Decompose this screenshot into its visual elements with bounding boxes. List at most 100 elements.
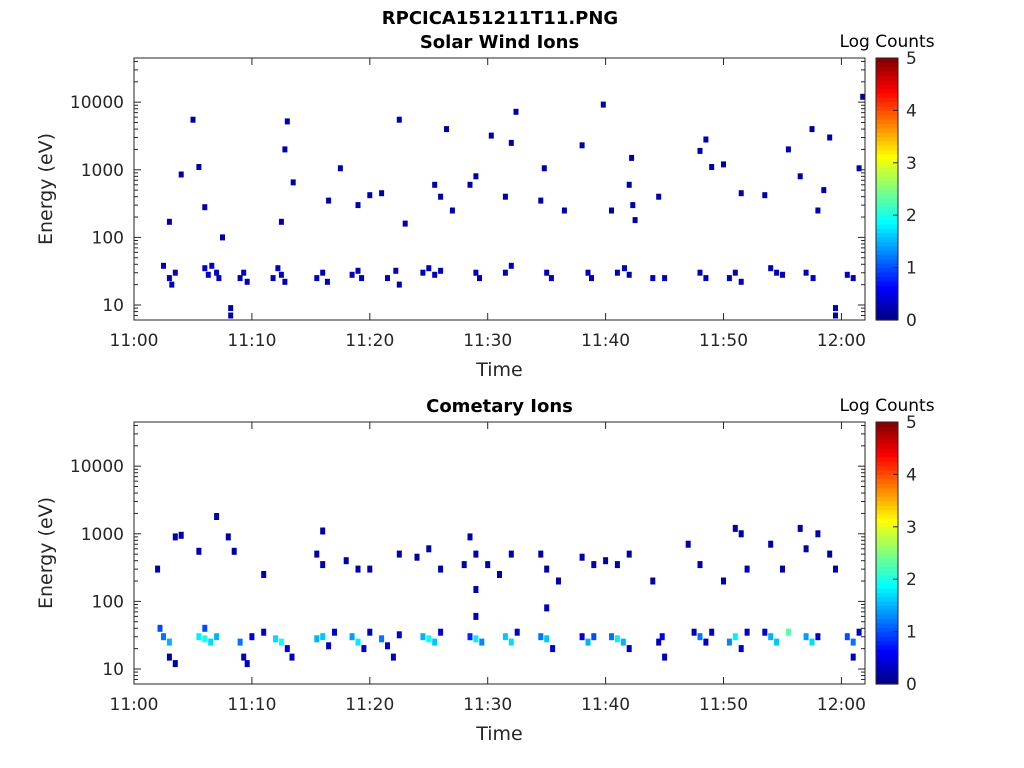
- x-tick-label: 11:30: [463, 331, 512, 351]
- data-cell: [809, 638, 815, 646]
- data-cell: [166, 653, 172, 661]
- data-cell: [289, 653, 295, 661]
- colorbar-tick-label: 2: [906, 206, 917, 226]
- colorbar-segment: [876, 263, 898, 269]
- data-cell: [275, 265, 281, 272]
- colorbar-segment: [876, 154, 898, 160]
- data-cell: [650, 275, 656, 282]
- colorbar-segment: [876, 570, 898, 576]
- data-cell: [241, 653, 247, 661]
- data-cell: [479, 638, 485, 646]
- x-tick-label: 11:30: [463, 695, 512, 715]
- data-cell: [591, 561, 597, 569]
- colorbar-segment: [876, 491, 898, 497]
- data-cell: [514, 628, 520, 636]
- data-cell: [155, 565, 161, 573]
- colorbar-segment: [876, 553, 898, 558]
- data-cell: [697, 561, 703, 569]
- data-cell: [697, 269, 703, 276]
- data-cell: [502, 193, 508, 200]
- data-cell: [467, 633, 473, 641]
- data-cell: [420, 269, 426, 276]
- colorbar-tick-label: 0: [906, 311, 917, 331]
- data-cell: [402, 220, 408, 227]
- data-cell: [249, 633, 255, 641]
- colorbar-segment: [876, 245, 898, 251]
- data-cell: [261, 628, 267, 636]
- data-cell: [367, 628, 373, 636]
- colorbar-segment: [876, 470, 898, 475]
- data-cell: [461, 561, 467, 569]
- colorbar-segment: [876, 127, 898, 133]
- colorbar-segment: [876, 58, 898, 63]
- data-cell: [228, 305, 234, 312]
- data-cell: [809, 126, 815, 133]
- data-cell: [544, 269, 550, 276]
- colorbar-segment: [876, 566, 898, 572]
- data-cell: [656, 193, 662, 200]
- colorbar-segment: [876, 426, 898, 432]
- data-cell: [709, 164, 715, 170]
- colorbar-segment: [876, 653, 898, 659]
- data-cell: [237, 638, 243, 646]
- data-cell: [774, 269, 780, 276]
- colorbar-segment: [876, 649, 898, 655]
- data-cell: [815, 633, 821, 641]
- colorbar-segment: [876, 302, 898, 308]
- colorbar-segment: [876, 435, 898, 441]
- colorbar-segment: [876, 306, 898, 312]
- colorbar-segment: [876, 101, 898, 107]
- data-cell: [721, 577, 726, 585]
- x-axis-label: Time: [475, 359, 523, 381]
- colorbar-segment: [876, 140, 898, 146]
- colorbar-tick-label: 3: [906, 518, 917, 538]
- data-cell: [579, 142, 585, 149]
- data-cell: [244, 660, 250, 668]
- data-cell: [726, 638, 732, 646]
- data-cell: [320, 633, 326, 641]
- data-cell: [178, 531, 184, 539]
- data-cell: [278, 271, 284, 278]
- colorbar-tick-label: 0: [906, 675, 917, 695]
- colorbar-segment: [876, 662, 898, 668]
- data-cell: [614, 269, 620, 276]
- colorbar-segment: [876, 162, 898, 168]
- colorbar-tick-label: 2: [906, 570, 917, 590]
- data-cell: [473, 173, 479, 180]
- data-cell: [738, 530, 744, 538]
- data-cell: [485, 561, 491, 569]
- data-cell: [278, 218, 284, 225]
- colorbar-segment: [876, 175, 898, 181]
- colorbar-segment: [876, 448, 898, 454]
- data-cell: [444, 126, 449, 133]
- data-cell: [166, 275, 172, 282]
- data-cell: [473, 635, 479, 643]
- data-cell: [738, 190, 744, 197]
- colorbar-segment: [876, 522, 898, 528]
- colorbar-segment: [876, 145, 898, 151]
- data-cell: [548, 275, 554, 282]
- data-cell: [396, 550, 402, 558]
- colorbar-segment: [876, 509, 898, 515]
- colorbar-segment: [876, 289, 898, 295]
- data-cell: [797, 173, 803, 180]
- data-cell: [762, 628, 768, 636]
- data-cell: [214, 633, 220, 641]
- data-cell: [827, 134, 833, 141]
- data-cell: [438, 628, 444, 636]
- data-cell: [349, 271, 355, 278]
- data-cell: [815, 530, 821, 538]
- y-tick-label: 10: [102, 296, 124, 316]
- data-cell: [172, 533, 178, 541]
- colorbar-segment: [876, 241, 898, 247]
- colorbar-segment: [876, 496, 898, 502]
- data-cell: [785, 628, 791, 636]
- data-cell: [359, 275, 365, 282]
- data-cell: [626, 271, 632, 278]
- data-cell: [508, 550, 514, 558]
- plot-area: [134, 58, 865, 320]
- colorbar-segment: [876, 670, 898, 676]
- colorbar-segment: [876, 478, 898, 484]
- data-cell: [703, 638, 709, 646]
